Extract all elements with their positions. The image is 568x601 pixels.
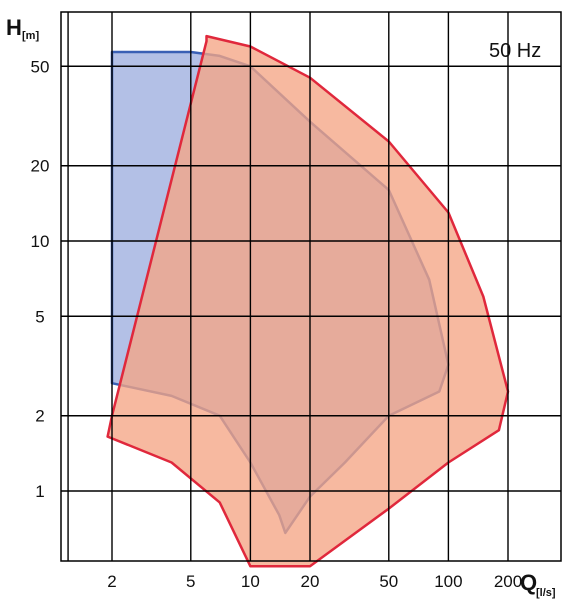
x-tick-label: 20	[301, 572, 320, 591]
y-tick-label: 2	[35, 407, 44, 426]
x-tick-label: 50	[379, 572, 398, 591]
y-tick-label: 1	[35, 482, 44, 501]
series-layer	[106, 34, 510, 568]
y-tick-label: 20	[31, 157, 50, 176]
x-tick-label: 100	[434, 572, 462, 591]
grid-layer	[61, 12, 561, 561]
y-tick-label: 5	[35, 307, 44, 326]
x-tick-label: 10	[241, 572, 260, 591]
y-axis-unit: [m]	[22, 30, 39, 42]
frequency-label: 50 Hz	[489, 40, 541, 62]
x-tick-label: 2	[107, 572, 116, 591]
y-tick-label: 50	[31, 57, 50, 76]
y-tick-label: 10	[31, 232, 50, 251]
x-tick-labels: 25102050100200500	[107, 572, 522, 591]
x-tick-label: 5	[186, 572, 195, 591]
x-axis-label: Q	[520, 570, 537, 595]
y-tick-labels: 1 2 5 10 20 50	[31, 57, 50, 501]
x-axis-unit: [l/s]	[536, 587, 556, 599]
x-tick-label: 200	[494, 572, 522, 591]
series-2-area	[106, 34, 510, 568]
plot-frame	[60, 11, 562, 562]
y-axis-label: H	[6, 15, 22, 40]
